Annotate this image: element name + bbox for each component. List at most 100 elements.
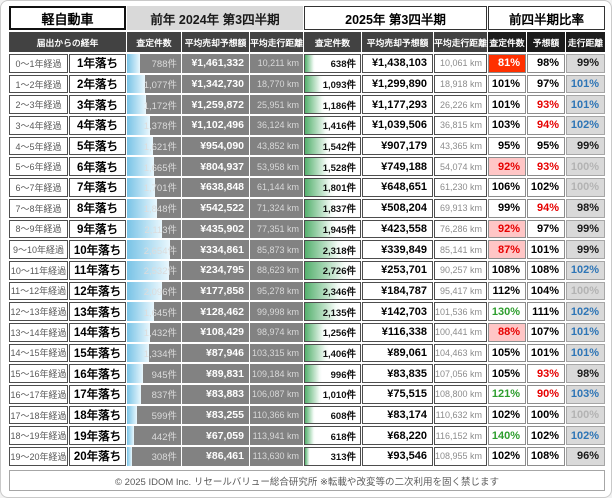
curr-count-cell: 1,837件	[304, 198, 361, 218]
curr-price-cell: ¥907,179	[362, 136, 433, 156]
prev-mileage-cell: 99,998 km	[250, 302, 303, 321]
curr-count-header: 査定件数	[304, 32, 361, 52]
age-label-cell: 8年落ち	[69, 198, 126, 218]
age-label-cell: 5年落ち	[69, 136, 126, 156]
age-range-cell: 15〜16年経過	[9, 364, 68, 383]
prev-count-cell: 1,077件	[127, 74, 181, 94]
age-label-cell: 19年落ち	[69, 426, 126, 446]
age-label-cell: 7年落ち	[69, 178, 126, 197]
age-range-cell: 8〜9年経過	[9, 219, 68, 239]
age-label-cell: 11年落ち	[69, 260, 126, 280]
ratio-mileage-cell: 102%	[566, 260, 605, 280]
curr-mileage-cell: 101,536 km	[434, 302, 487, 321]
ratio-count-cell: 140%	[488, 426, 526, 446]
ratio-mileage-cell: 99%	[566, 54, 605, 73]
age-label-cell: 3年落ち	[69, 95, 126, 115]
prev-mileage-cell: 106,087 km	[250, 385, 303, 404]
age-range-cell: 7〜8年経過	[9, 198, 68, 218]
prev-mileage-cell: 10,211 km	[250, 54, 303, 73]
ratio-mileage-cell: 99%	[566, 219, 605, 239]
ratio-count-cell: 102%	[488, 447, 526, 466]
prev-mileage-cell: 18,770 km	[250, 74, 303, 94]
ratio-price-cell: 101%	[527, 343, 565, 363]
age-range-cell: 6〜7年経過	[9, 178, 68, 197]
prev-price-cell: ¥83,255	[182, 405, 249, 425]
prev-count-cell: 1,432件	[127, 322, 181, 342]
count-bar-icon	[127, 136, 154, 156]
curr-mileage-cell: 69,913 km	[434, 198, 487, 218]
age-label-cell: 17年落ち	[69, 385, 126, 404]
curr-mileage-cell: 76,286 km	[434, 219, 487, 239]
curr-price-cell: ¥93,546	[362, 447, 433, 466]
count-bar-icon	[305, 241, 344, 258]
curr-mileage-cell: 90,257 km	[434, 260, 487, 280]
prev-price-cell: ¥334,861	[182, 240, 249, 259]
curr-mileage-cell: 26,226 km	[434, 95, 487, 115]
curr-price-header: 平均売却予想額	[362, 32, 433, 52]
curr-price-cell: ¥116,338	[362, 322, 433, 342]
curr-count-cell: 1,256件	[304, 322, 361, 342]
curr-mileage-cell: 107,056 km	[434, 364, 487, 383]
prev-price-cell: ¥542,522	[182, 198, 249, 218]
age-range-cell: 10〜11年経過	[9, 260, 68, 280]
ratio-count-cell: 130%	[488, 302, 526, 321]
prev-mileage-cell: 71,324 km	[250, 198, 303, 218]
count-bar-icon	[127, 281, 162, 301]
prev-count-cell: 788件	[127, 54, 181, 73]
ratio-price-cell: 97%	[527, 219, 565, 239]
age-range-cell: 19〜20年経過	[9, 447, 68, 466]
prev-mileage-cell: 113,941 km	[250, 426, 303, 446]
prev-count-cell: 2,113件	[127, 219, 181, 239]
curr-mileage-cell: 95,417 km	[434, 281, 487, 301]
curr-mileage-cell: 18,918 km	[434, 74, 487, 94]
ratio-mileage-cell: 100%	[566, 281, 605, 301]
prev-count-cell: 2,654件	[127, 240, 181, 259]
ratio-price-cell: 102%	[527, 426, 565, 446]
ratio-mileage-cell: 102%	[566, 116, 605, 135]
age-range-cell: 5〜6年経過	[9, 157, 68, 177]
age-label-cell: 15年落ち	[69, 343, 126, 363]
prev-price-cell: ¥83,883	[182, 385, 249, 404]
age-range-cell: 17〜18年経過	[9, 405, 68, 425]
count-bar-icon	[305, 137, 331, 155]
ratio-mileage-cell: 98%	[566, 364, 605, 383]
curr-mileage-cell: 36,815 km	[434, 116, 487, 135]
curr-mileage-cell: 100,441 km	[434, 322, 487, 342]
prev-count-cell: 442件	[127, 426, 181, 446]
prev-mileage-cell: 77,351 km	[250, 219, 303, 239]
prev-count-cell: 2,096件	[127, 281, 181, 301]
prev-mileage-cell: 95,278 km	[250, 281, 303, 301]
count-bar-icon	[127, 405, 137, 425]
ratio-price-cell: 100%	[527, 405, 565, 425]
count-bar-icon	[305, 55, 316, 72]
ratio-mileage-cell: 99%	[566, 136, 605, 156]
prev-mileage-cell: 88,623 km	[250, 260, 303, 280]
count-bar-icon	[127, 426, 135, 446]
curr-count-cell: 1,186件	[304, 95, 361, 115]
count-bar-icon	[127, 447, 132, 466]
age-range-cell: 12〜13年経過	[9, 302, 68, 321]
prev-count-cell: 945件	[127, 364, 181, 383]
ratio-count-cell: 112%	[488, 281, 526, 301]
age-label-cell: 18年落ち	[69, 405, 126, 425]
age-range-cell: 0〜1年経過	[9, 54, 68, 73]
prev-price-cell: ¥86,461	[182, 447, 249, 466]
prev-count-cell: 1,334件	[127, 343, 181, 363]
ratio-price-cell: 104%	[527, 281, 565, 301]
prev-price-cell: ¥89,831	[182, 364, 249, 383]
curr-count-cell: 1,093件	[304, 74, 361, 94]
curr-count-cell: 1,528件	[304, 157, 361, 177]
ratio-price-cell: 90%	[527, 385, 565, 404]
age-label-cell: 1年落ち	[69, 54, 126, 73]
prev-price-cell: ¥128,462	[182, 302, 249, 321]
curr-mileage-cell: 116,152 km	[434, 426, 487, 446]
prev-period-header: 前年 2024年 第3四半期	[127, 6, 303, 30]
count-bar-icon	[305, 427, 316, 445]
ratio-count-cell: 105%	[488, 343, 526, 363]
curr-mileage-cell: 85,141 km	[434, 240, 487, 259]
count-bar-icon	[305, 344, 329, 362]
curr-price-cell: ¥1,438,103	[362, 54, 433, 73]
prev-price-cell: ¥87,946	[182, 343, 249, 363]
count-bar-icon	[127, 95, 147, 115]
